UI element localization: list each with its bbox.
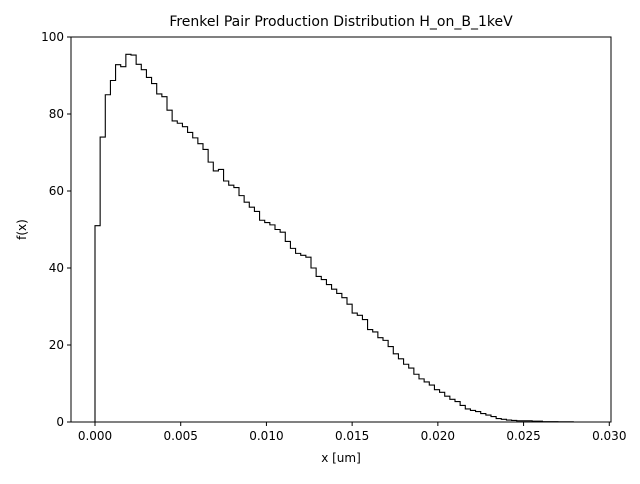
y-tick-label: 80 bbox=[49, 107, 64, 121]
x-tick-label: 0.005 bbox=[164, 429, 198, 443]
y-tick-label: 20 bbox=[49, 338, 64, 352]
y-tick-label: 40 bbox=[49, 261, 64, 275]
x-tick-label: 0.030 bbox=[592, 429, 626, 443]
plot-marks bbox=[94, 53, 594, 423]
chart-title: Frenkel Pair Production Distribution H_o… bbox=[169, 14, 513, 30]
x-tick-label: 0.015 bbox=[335, 429, 369, 443]
axis-ticks: 0.000 0.005 0.010 0.015 0.020 0.025 0.030 0 20 40… bbox=[41, 30, 626, 443]
x-tick-label: 0.020 bbox=[421, 429, 455, 443]
y-axis-label: f(x) bbox=[15, 219, 29, 240]
x-axis-label: x [um] bbox=[321, 451, 361, 465]
x-tick-label: 0.010 bbox=[249, 429, 283, 443]
distribution-step-line bbox=[94, 53, 594, 423]
x-tick-label: 0.025 bbox=[506, 429, 540, 443]
plot-area-frame bbox=[70, 36, 612, 423]
y-tick-label: 100 bbox=[41, 30, 64, 44]
x-tick-label: 0.000 bbox=[78, 429, 112, 443]
y-tick-label: 0 bbox=[56, 415, 64, 429]
y-tick-label: 60 bbox=[49, 184, 64, 198]
